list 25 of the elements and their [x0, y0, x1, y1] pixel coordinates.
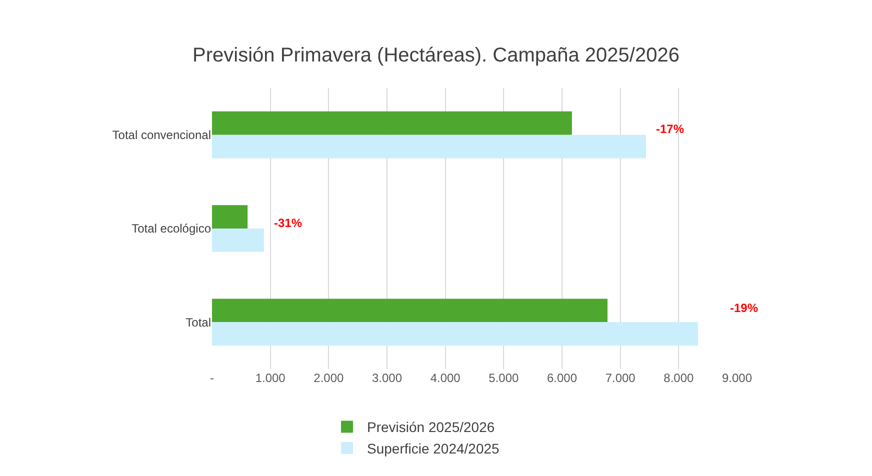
- x-tick-label: 9.000: [722, 371, 752, 385]
- chart-title: Previsión Primavera (Hectáreas). Campaña 2025/2026: [192, 44, 680, 67]
- bar: [212, 111, 572, 135]
- legend-label: Superficie 2024/2025: [367, 440, 500, 456]
- bar: [212, 228, 264, 252]
- x-tick-label: 5.000: [488, 371, 520, 385]
- annotation: -31%: [274, 216, 302, 230]
- x-tick-label: 1.000: [255, 371, 286, 385]
- x-tick-label: -: [210, 371, 214, 385]
- x-tick-label: 3.000: [372, 371, 402, 385]
- x-tick-label: 4.000: [430, 371, 461, 385]
- bar: [212, 134, 646, 158]
- x-tick-label: 7.000: [605, 371, 636, 385]
- bar: [212, 205, 248, 228]
- x-tick-label: 8.000: [664, 371, 694, 385]
- x-tick-label: 6.000: [546, 371, 578, 385]
- bar: [212, 298, 608, 322]
- y-tick-label: Total ecológico: [132, 222, 212, 236]
- legend-label: Previsión 2025/2026: [367, 419, 495, 436]
- annotation: -19%: [730, 301, 758, 315]
- y-tick-label: Total convencional: [112, 128, 211, 142]
- bar: [212, 322, 698, 346]
- y-tick-label: Total: [186, 315, 211, 330]
- annotation: -17%: [656, 122, 684, 136]
- x-tick-label: 2.000: [314, 371, 344, 385]
